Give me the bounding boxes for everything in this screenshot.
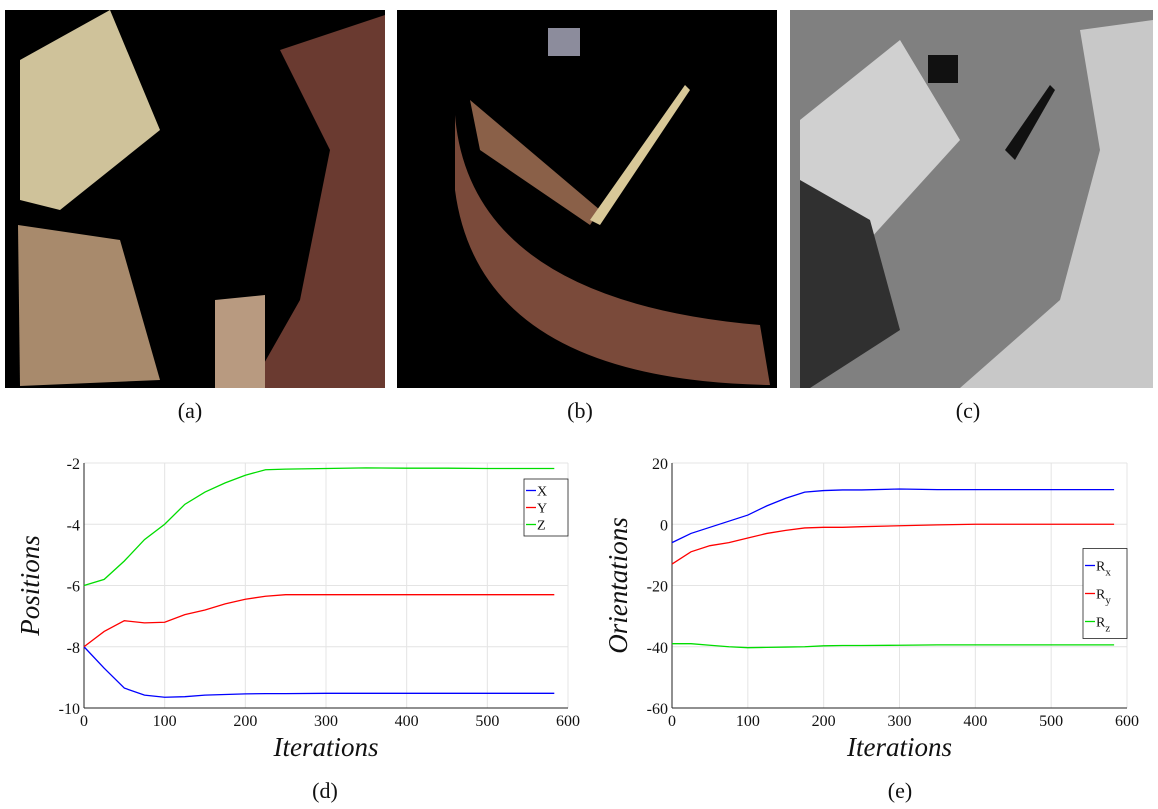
building: [18, 225, 160, 386]
building: [20, 10, 160, 210]
data-line: [83, 594, 555, 648]
y-tick-label: -10: [59, 701, 80, 718]
x-tick-label: 600: [1115, 713, 1139, 730]
y-axis-label: Orientations: [603, 517, 633, 654]
building: [250, 15, 385, 388]
data-line: [671, 523, 1115, 565]
y-tick-label: -60: [647, 701, 668, 718]
building: [800, 180, 900, 388]
caption: (d): [312, 778, 338, 803]
y-tick-label: 20: [652, 456, 668, 473]
building: [1005, 85, 1055, 160]
y-tick-label: -6: [67, 579, 80, 596]
x-tick-label: 100: [736, 713, 760, 730]
building: [470, 100, 600, 225]
building: [215, 295, 265, 388]
y-tick-label: -8: [67, 640, 80, 657]
caption: (b): [567, 398, 593, 423]
x-tick-label: 600: [556, 713, 580, 730]
data-line: [671, 488, 1115, 544]
legend: Rx Ry Rz: [1082, 548, 1128, 639]
x-tick-label: 300: [314, 713, 338, 730]
y-tick-label: -4: [67, 517, 80, 534]
x-axis-label: Iterations: [273, 732, 379, 762]
y-tick-label: -40: [647, 640, 668, 657]
x-tick-label: 100: [153, 713, 177, 730]
legend: XYZ: [523, 478, 569, 537]
building: [928, 55, 958, 83]
panel-a-image: [5, 10, 385, 388]
x-tick-label: 400: [963, 713, 987, 730]
legend-label: Ry: [1096, 588, 1111, 607]
legend-label: Z: [537, 519, 546, 534]
building: [960, 20, 1153, 388]
data-line: [83, 467, 555, 587]
panel-b-image: [397, 10, 777, 388]
building: [590, 85, 690, 225]
x-tick-label: 400: [395, 713, 419, 730]
building: [800, 40, 960, 250]
data-line: [83, 646, 555, 698]
y-tick-label: -2: [67, 456, 80, 473]
y-tick-label: 0: [660, 517, 668, 534]
x-tick-label: 200: [812, 713, 836, 730]
x-tick-label: 500: [1039, 713, 1063, 730]
building: [548, 28, 580, 56]
legend-label: Y: [537, 502, 547, 517]
caption: (a): [178, 398, 202, 423]
legend-label: X: [537, 485, 547, 500]
x-tick-label: 0: [668, 713, 676, 730]
caption: (e): [888, 778, 912, 803]
legend-box: [1082, 548, 1128, 639]
x-tick-label: 300: [888, 713, 912, 730]
x-tick-label: 200: [233, 713, 257, 730]
y-axis-label: Positions: [15, 535, 45, 637]
data-line: [672, 643, 1115, 649]
x-tick-label: 0: [80, 713, 88, 730]
building: [455, 115, 770, 385]
y-tick-label: -20: [647, 579, 668, 596]
x-axis-label: Iterations: [846, 732, 952, 762]
x-tick-label: 500: [475, 713, 499, 730]
legend-label: Rx: [1096, 560, 1111, 579]
panel-c-image: [790, 10, 1153, 388]
legend-label: Rz: [1096, 616, 1110, 635]
caption: (c): [956, 398, 980, 423]
